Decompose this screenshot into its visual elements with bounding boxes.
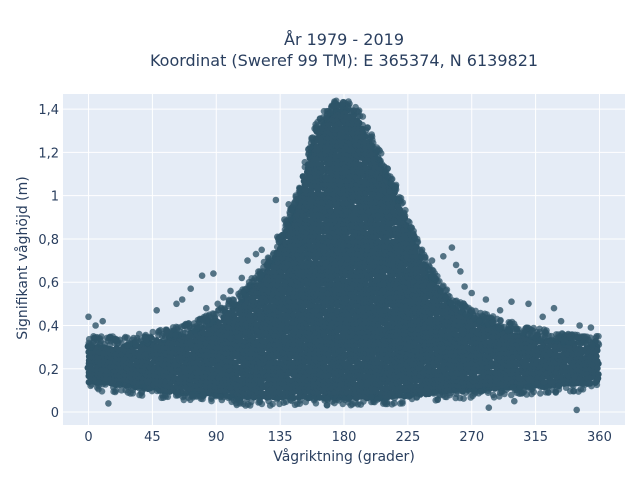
data-point (274, 396, 281, 403)
data-point (595, 371, 602, 378)
data-point (555, 383, 562, 390)
data-point (593, 353, 600, 360)
data-point (270, 250, 277, 257)
data-point (497, 390, 504, 397)
data-point (283, 399, 290, 406)
data-point (397, 400, 404, 407)
data-point (588, 383, 595, 390)
data-point (463, 389, 470, 396)
data-point (139, 388, 146, 395)
data-point (88, 381, 95, 388)
data-point (161, 336, 168, 343)
data-point (285, 222, 292, 229)
data-point (379, 161, 386, 168)
data-point (313, 400, 320, 407)
data-point (563, 384, 570, 391)
data-point (391, 395, 398, 402)
data-point (208, 394, 215, 401)
data-point (538, 384, 545, 391)
data-point (460, 395, 467, 402)
data-point (242, 402, 249, 409)
data-point (537, 390, 544, 397)
data-point (467, 394, 474, 401)
data-point (432, 397, 439, 404)
